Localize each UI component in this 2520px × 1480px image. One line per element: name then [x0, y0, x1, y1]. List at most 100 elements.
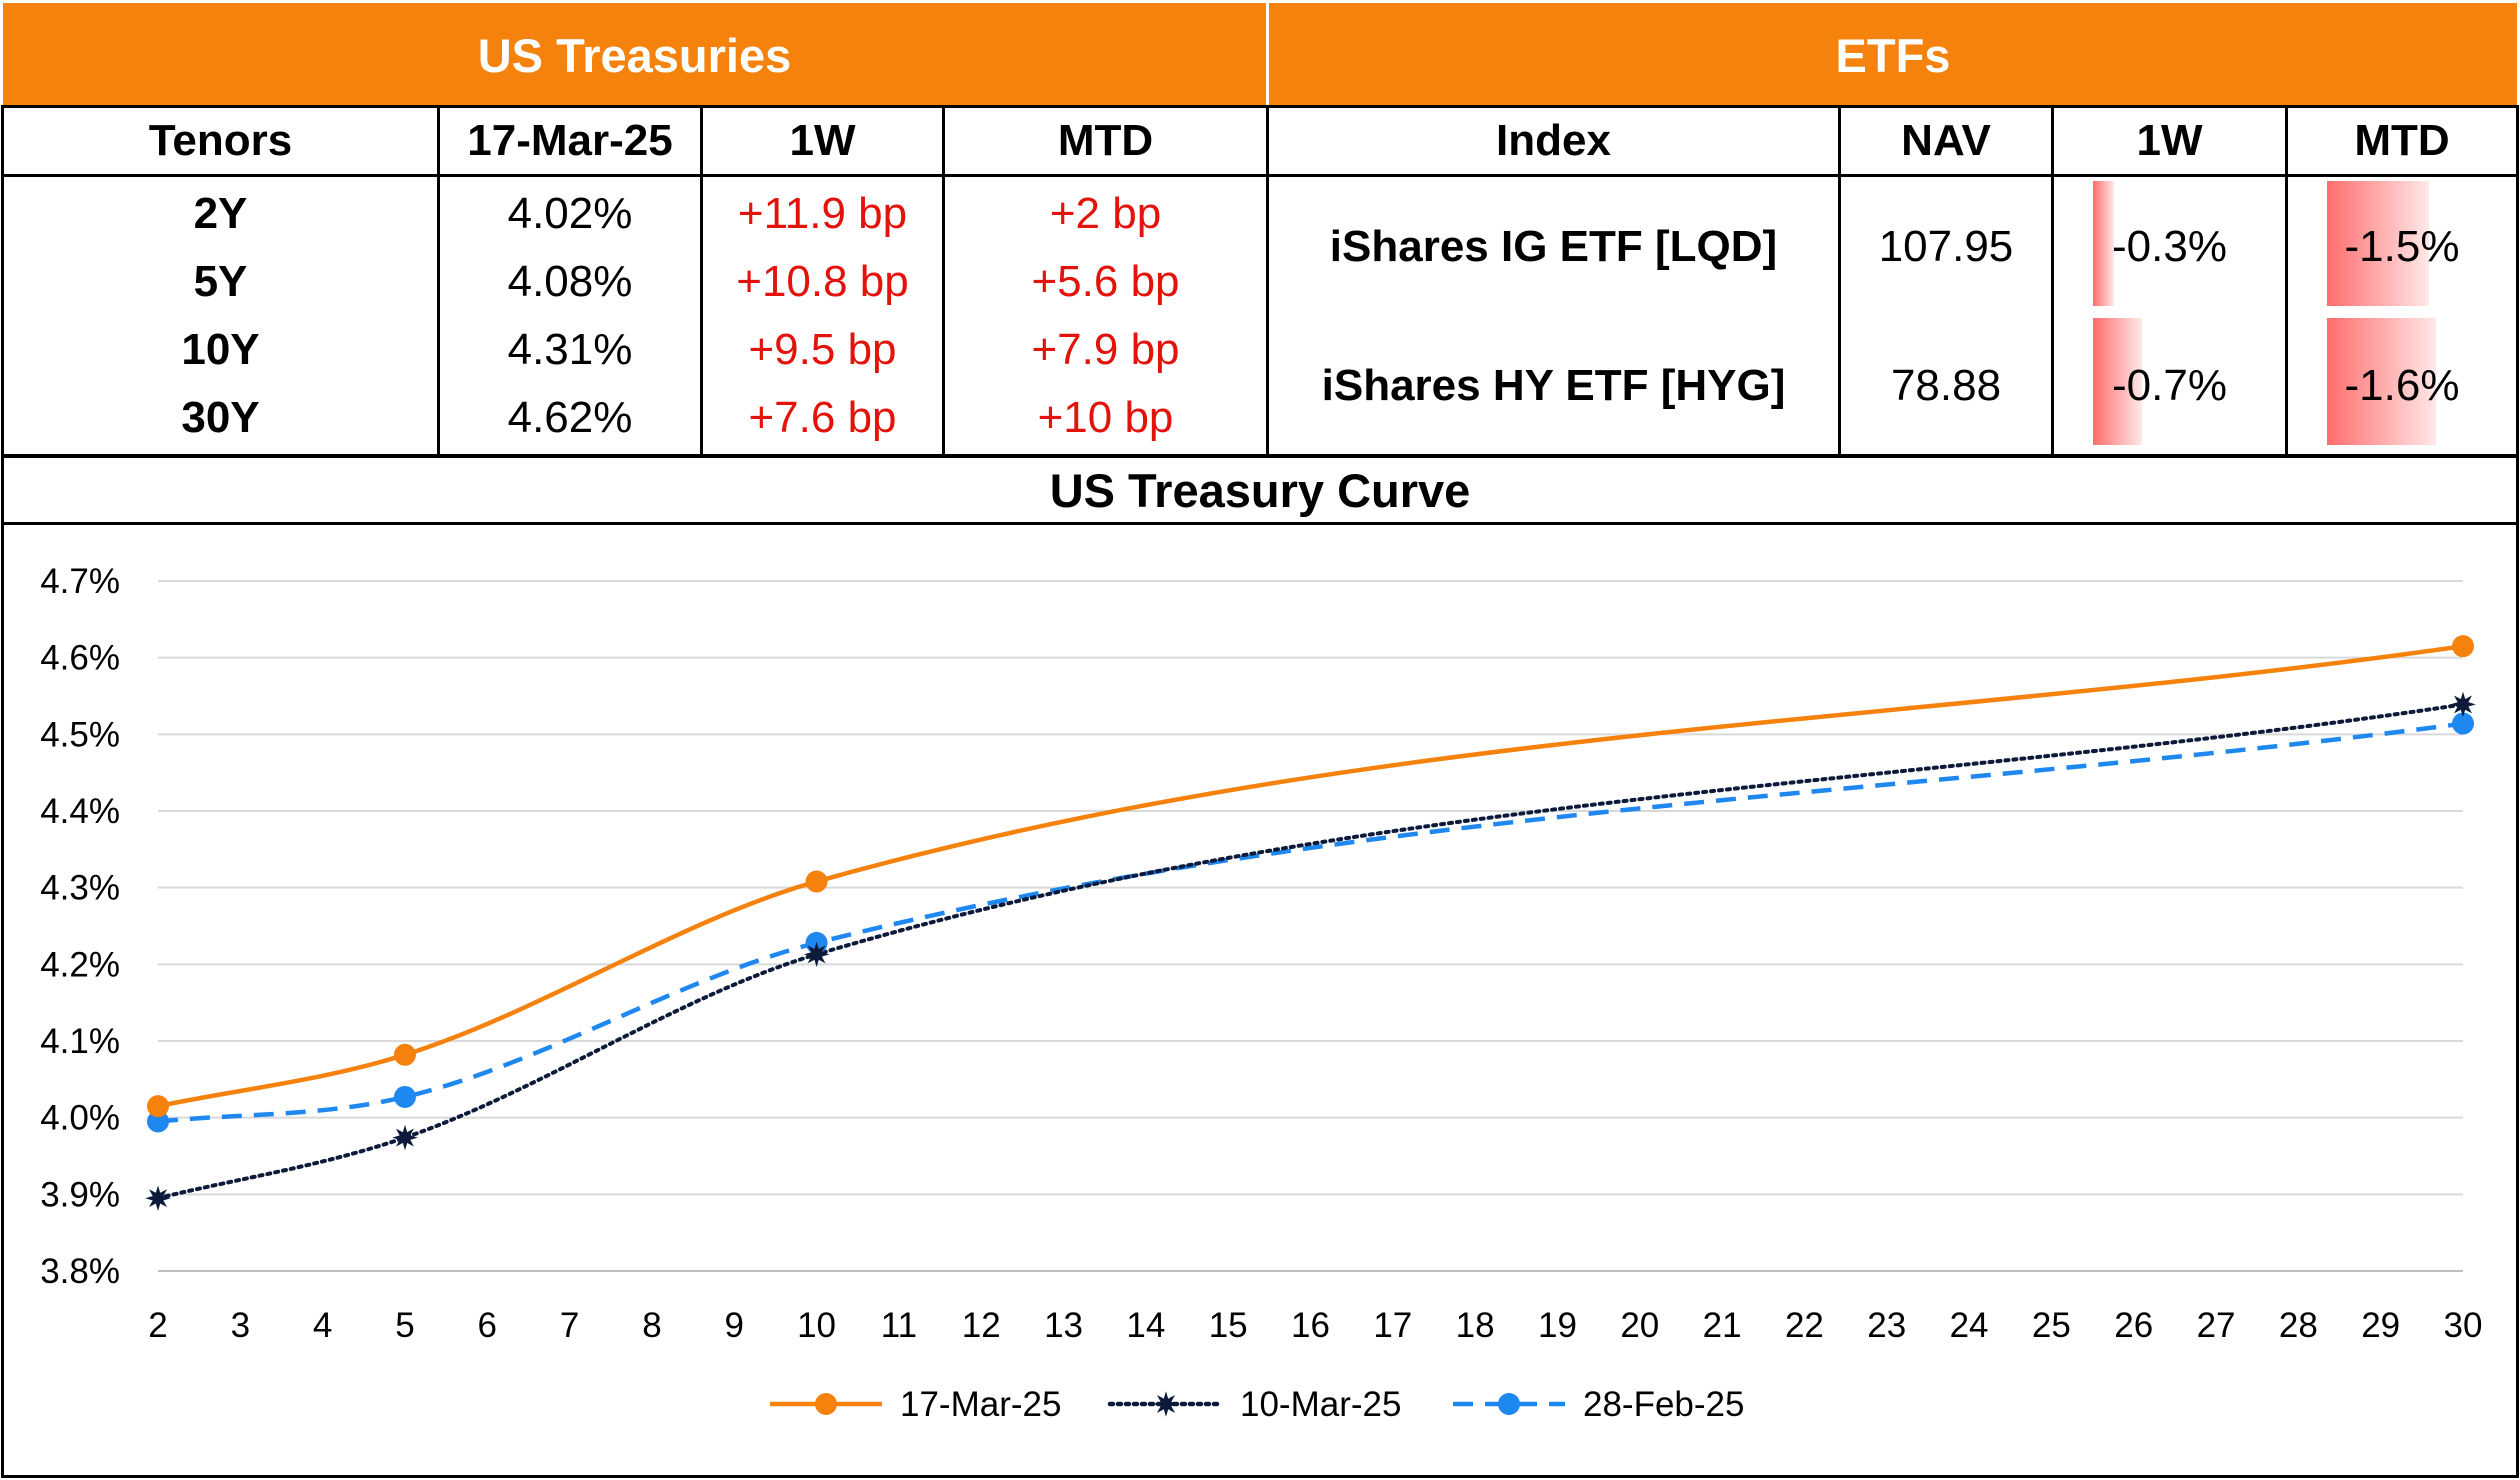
x-tick-label: 17 — [1373, 1306, 1412, 1345]
col-header-tenors: Tenors — [148, 116, 293, 165]
etf-1w: -0.7% — [2112, 360, 2227, 410]
series-line — [157, 643, 2464, 1109]
x-tick-label: 21 — [1703, 1306, 1742, 1345]
chart-box — [1, 455, 2519, 1478]
x-tick-label: 30 — [2444, 1306, 2483, 1345]
legend-marker — [1498, 1393, 1520, 1415]
x-tick-label: 15 — [1209, 1306, 1248, 1345]
etf-mtd: -1.6% — [2344, 360, 2460, 410]
hyg-1w-databar — [2093, 318, 2142, 445]
lqd-1w-databar — [2093, 181, 2115, 306]
x-tick-label: 18 — [1456, 1306, 1495, 1345]
x-tick-label: 8 — [642, 1306, 661, 1345]
change-mtd: +10 bp — [1037, 393, 1174, 442]
change-mtd: +7.9 bp — [1031, 325, 1180, 374]
lqd-mtd-databar — [2326, 181, 2430, 306]
x-tick-label: 25 — [2032, 1306, 2071, 1345]
y-tick-label: 3.9% — [40, 1175, 120, 1214]
col-header-index: Index — [1496, 116, 1611, 165]
data-point — [147, 1110, 169, 1133]
tenor-label: 5Y — [193, 257, 248, 306]
y-tick-label: 4.5% — [40, 715, 120, 754]
x-tick-label: 2 — [148, 1306, 167, 1345]
y-tick-label: 4.2% — [40, 945, 120, 984]
data-point — [805, 870, 828, 893]
etfs-header: ETFs — [1269, 3, 2517, 107]
yield-value: 4.08% — [507, 257, 633, 306]
treasuries-header: US Treasuries — [3, 3, 1266, 107]
y-tick-label: 4.6% — [40, 639, 120, 678]
data-point — [2452, 635, 2474, 658]
y-tick-label: 4.0% — [40, 1099, 120, 1138]
chart-title: US Treasury Curve — [1049, 463, 1471, 517]
y-tick-label: 3.8% — [40, 1252, 120, 1291]
x-tick-label: 6 — [478, 1306, 497, 1345]
change-1w: +11.9 bp — [737, 189, 908, 238]
data-point — [393, 1085, 416, 1108]
col-header-nav: NAV — [1901, 116, 1991, 165]
legend-marker — [815, 1393, 837, 1415]
x-tick-label: 28 — [2279, 1306, 2318, 1345]
x-tick-label: 12 — [962, 1306, 1001, 1345]
legend-label: 28-Feb-25 — [1583, 1385, 1744, 1424]
x-tick-label: 27 — [2197, 1306, 2236, 1345]
etf-nav: 78.88 — [1890, 360, 2002, 410]
series-line — [157, 721, 2464, 1124]
x-tick-label: 29 — [2361, 1306, 2400, 1345]
data-point — [803, 941, 830, 968]
data-point — [145, 1185, 171, 1211]
x-tick-label: 14 — [1126, 1306, 1165, 1345]
etf-name: iShares HY ETF [HYG] — [1321, 360, 1786, 410]
x-tick-label: 26 — [2114, 1306, 2153, 1345]
yield-value: 4.02% — [507, 189, 633, 238]
x-tick-label: 13 — [1044, 1306, 1083, 1345]
change-1w: +7.6 bp — [748, 393, 897, 442]
yield-value: 4.62% — [507, 393, 633, 442]
x-tick-label: 4 — [313, 1306, 332, 1345]
x-tick-label: 22 — [1785, 1306, 1824, 1345]
hyg-mtd-databar — [2326, 318, 2437, 445]
y-tick-label: 4.3% — [40, 869, 120, 908]
col-header-1w: 1W — [789, 116, 856, 165]
change-mtd: +5.6 bp — [1031, 257, 1180, 306]
x-tick-label: 19 — [1538, 1306, 1577, 1345]
col-header-etf-mtd: MTD — [2354, 116, 2450, 165]
x-tick-label: 3 — [231, 1306, 250, 1345]
y-tick-label: 4.7% — [40, 562, 120, 601]
change-1w: +9.5 bp — [748, 325, 897, 374]
etf-mtd: -1.5% — [2344, 221, 2460, 271]
data-point — [147, 1095, 169, 1118]
x-tick-label: 10 — [797, 1306, 836, 1345]
x-tick-label: 16 — [1291, 1306, 1330, 1345]
legend-marker — [1153, 1391, 1179, 1417]
change-mtd: +2 bp — [1049, 189, 1162, 238]
col-header-mtd: MTD — [1057, 116, 1154, 165]
legend-label: 17-Mar-25 — [900, 1385, 1061, 1424]
x-tick-label: 7 — [560, 1306, 579, 1345]
change-1w: +10.8 bp — [736, 257, 909, 306]
tenor-label: 2Y — [193, 189, 248, 238]
y-tick-label: 4.4% — [40, 792, 120, 831]
etf-name: iShares IG ETF [LQD] — [1329, 221, 1778, 271]
col-header-date: 17-Mar-25 — [467, 116, 673, 165]
col-header-etf-1w: 1W — [2136, 116, 2203, 165]
yield-value: 4.31% — [507, 325, 633, 374]
data-point — [2452, 712, 2474, 735]
data-point — [2450, 691, 2476, 718]
data-point — [393, 1043, 416, 1066]
etf-nav: 107.95 — [1878, 221, 2014, 271]
data-point — [392, 1124, 418, 1151]
x-tick-label: 23 — [1867, 1306, 1906, 1345]
x-tick-label: 20 — [1620, 1306, 1659, 1345]
x-tick-label: 9 — [725, 1306, 744, 1345]
etf-1w: -0.3% — [2112, 221, 2227, 271]
legend-label: 10-Mar-25 — [1240, 1385, 1401, 1424]
x-tick-label: 5 — [395, 1306, 414, 1345]
tenor-label: 10Y — [181, 325, 260, 374]
y-tick-label: 4.1% — [40, 1022, 120, 1061]
x-tick-label: 11 — [881, 1306, 917, 1345]
x-tick-label: 24 — [1950, 1306, 1989, 1345]
tenor-label: 30Y — [181, 393, 260, 442]
